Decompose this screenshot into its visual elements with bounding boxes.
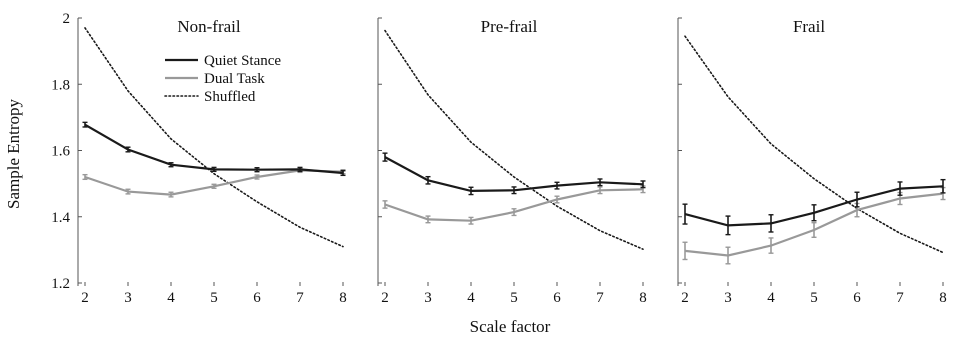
panels-group: 1.2 1.4 1.6 1.8 2 2 3 4 5 6 7 8 Non-frail 2 3 4 5 6 7 8 Pre-… bbox=[51, 11, 947, 306]
y-axis-label: Sample Entropy bbox=[4, 98, 23, 209]
panel-title: Frail bbox=[793, 17, 825, 36]
panel-0: 1.2 1.4 1.6 1.8 2 2 3 4 5 6 7 8 Non-frail bbox=[51, 11, 347, 306]
x-tick-label: 3 bbox=[124, 290, 132, 306]
x-tick-label: 8 bbox=[639, 290, 647, 306]
x-tick-label: 4 bbox=[767, 290, 775, 306]
legend: Quiet Stance Dual Task Shuffled bbox=[164, 53, 281, 105]
y-tick-label: 1.2 bbox=[51, 276, 70, 292]
series-line-quiet-stance bbox=[384, 156, 644, 193]
x-tick-label: 5 bbox=[810, 290, 818, 306]
x-tick-label: 2 bbox=[381, 290, 389, 306]
series-line-shuffled bbox=[384, 29, 644, 250]
legend-label: Shuffled bbox=[204, 89, 256, 105]
x-tick-label: 6 bbox=[253, 290, 261, 306]
legend-label: Quiet Stance bbox=[204, 53, 281, 69]
x-tick-label: 7 bbox=[296, 290, 304, 306]
x-tick-label: 8 bbox=[339, 290, 347, 306]
x-tick-label: 5 bbox=[510, 290, 518, 306]
panel-title: Non-frail bbox=[177, 17, 241, 36]
x-tick-label: 3 bbox=[724, 290, 732, 306]
series-line-shuffled bbox=[84, 27, 344, 248]
x-tick-label: 2 bbox=[681, 290, 689, 306]
x-tick-label: 2 bbox=[81, 290, 89, 306]
panel-1: 2 3 4 5 6 7 8 Pre-frail bbox=[377, 17, 647, 306]
x-tick-label: 3 bbox=[424, 290, 432, 306]
x-tick-label: 8 bbox=[939, 290, 947, 306]
y-tick-label: 1.6 bbox=[51, 144, 70, 160]
x-tick-label: 7 bbox=[896, 290, 904, 306]
x-tick-label: 7 bbox=[596, 290, 604, 306]
x-tick-label: 4 bbox=[467, 290, 475, 306]
y-tick-label: 1.8 bbox=[51, 77, 70, 93]
panel-2: 2 3 4 5 6 7 8 Frail bbox=[677, 17, 947, 306]
x-tick-label: 4 bbox=[167, 290, 175, 306]
panel-title: Pre-frail bbox=[481, 17, 538, 36]
x-axis-label: Scale factor bbox=[470, 317, 551, 336]
y-tick-label: 2 bbox=[63, 11, 71, 27]
x-tick-label: 6 bbox=[553, 290, 561, 306]
y-tick-label: 1.4 bbox=[51, 210, 70, 226]
series-line-shuffled bbox=[684, 35, 944, 254]
x-tick-label: 6 bbox=[853, 290, 861, 306]
legend-label: Dual Task bbox=[204, 71, 265, 87]
series-line-quiet-stance bbox=[84, 123, 344, 175]
x-tick-label: 5 bbox=[210, 290, 218, 306]
